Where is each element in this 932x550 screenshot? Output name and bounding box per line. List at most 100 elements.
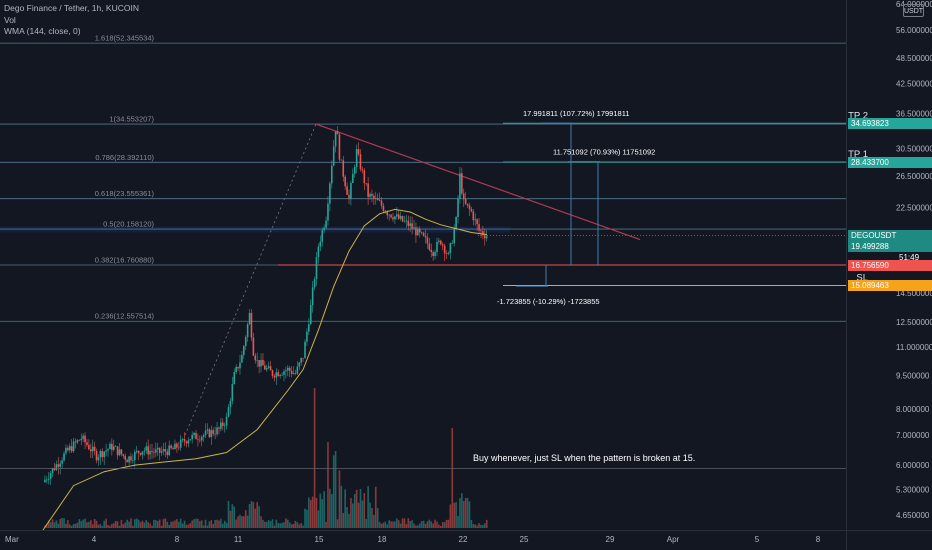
symbol-name: DEGOUSDT <box>851 230 897 240</box>
tp2-label: TP 2 <box>848 110 868 121</box>
candle-body <box>206 429 209 431</box>
candle-body <box>179 439 182 448</box>
candle-body <box>185 441 188 444</box>
candle-body <box>428 243 431 250</box>
candle-body <box>317 246 320 258</box>
volume-bar <box>210 520 213 528</box>
volume-bar <box>397 520 400 528</box>
candle-body <box>424 235 427 238</box>
price-range-measurements[interactable]: 17.991811 (107.72%) 17991811 11.751092 (7… <box>0 109 846 469</box>
fib-level-label: 0.786(28.392110) <box>95 153 154 162</box>
candle-body <box>462 193 465 200</box>
candle-body <box>128 456 130 463</box>
candle-body <box>124 455 127 460</box>
volume-bar <box>394 521 396 528</box>
candle-body <box>411 223 413 229</box>
volume-bar <box>229 510 232 528</box>
candle-body <box>453 229 455 244</box>
volume-bar <box>430 521 433 528</box>
volume-bar <box>82 519 84 528</box>
candle-body <box>394 216 396 220</box>
descending-trendline[interactable] <box>184 123 641 436</box>
tp1-label: TP 1 <box>848 149 868 160</box>
volume-bar <box>294 520 297 528</box>
candle-body <box>420 232 423 233</box>
stop-loss-price-tag[interactable]: 15.089463 <box>848 279 932 291</box>
tp2-price-tag[interactable]: 34.693823 <box>848 117 932 129</box>
volume-bar <box>70 525 73 528</box>
candle-body <box>126 459 128 463</box>
volume-bar <box>340 485 343 528</box>
candle-body <box>298 362 301 367</box>
candle-body <box>478 224 480 231</box>
candle-body <box>443 245 446 254</box>
volume-bar <box>99 524 102 528</box>
last-price-tag[interactable]: DEGOUSDT 19.499288 51:49 <box>848 229 932 262</box>
price-tick-label: 7.000000 <box>896 431 930 440</box>
candle-body <box>401 216 404 222</box>
tp1-price-tag[interactable]: 28.433700 <box>848 156 932 168</box>
candle-body <box>225 416 228 426</box>
volume-bar <box>313 388 316 528</box>
candle-body <box>135 450 138 452</box>
volume-bar <box>193 519 195 528</box>
candle-body <box>111 443 113 450</box>
volume-bar <box>451 428 454 528</box>
time-tick-label: 18 <box>378 535 387 544</box>
volume-bar <box>480 524 482 528</box>
candle-body <box>306 331 308 342</box>
candle-body <box>367 183 369 197</box>
volume-bar <box>438 524 440 528</box>
volume-bar <box>390 521 392 528</box>
time-axis[interactable]: Mar 4 8 11 15 18 22 25 29 Apr 5 8 <box>5 535 821 544</box>
candle-body <box>101 451 104 458</box>
candle-body <box>319 241 322 247</box>
volume-bar <box>315 497 318 528</box>
volume-bar <box>63 518 65 528</box>
volume-legend[interactable]: Vol <box>4 15 16 25</box>
price-tick-label: 6.000000 <box>896 461 930 470</box>
volume-bar <box>281 522 283 528</box>
measure-label: 11.751092 (70.93%) 11751092 <box>553 148 655 157</box>
volume-bar <box>145 519 148 528</box>
currency-badge[interactable]: USDT <box>903 4 924 17</box>
support-price-tag[interactable]: 16.756590 <box>848 259 932 271</box>
candle-body <box>147 446 149 455</box>
volume-bar <box>151 525 153 528</box>
volume-bar <box>287 519 289 528</box>
volume-bar <box>221 523 224 528</box>
candle-body <box>95 450 98 461</box>
candle-body <box>417 228 419 236</box>
volume-bar <box>424 523 427 528</box>
volume-bar <box>399 523 402 528</box>
candle-body <box>283 371 285 375</box>
volume-bar <box>300 522 302 528</box>
candle-body <box>122 454 125 456</box>
candle-body <box>365 183 368 184</box>
candle-body <box>457 198 459 218</box>
candle-body <box>244 337 247 347</box>
candle-body <box>476 219 478 225</box>
volume-bar <box>233 506 236 528</box>
fibonacci-retracement[interactable]: 1.618(52.345534) 1(34.553207) 0.786(28.392… <box>0 34 868 322</box>
volume-bar <box>464 497 467 528</box>
volume-bar <box>49 522 52 528</box>
wma-legend[interactable]: WMA (144, close, 0) <box>4 26 81 36</box>
candle-body <box>93 446 96 451</box>
note-text: Buy whenever, just SL when the pattern i… <box>473 453 695 463</box>
volume-bar <box>428 519 431 528</box>
candle-body <box>168 445 171 456</box>
volume-bar <box>147 522 149 528</box>
candle-body <box>51 468 54 474</box>
volume-bar <box>308 497 310 528</box>
volume-bar <box>449 504 452 528</box>
volume-bar <box>376 508 379 528</box>
symbol-title[interactable]: Dego Finance / Tether, 1h, KUCOIN <box>4 3 139 13</box>
price-tick-label: 5.300000 <box>896 485 930 494</box>
volume-bar <box>485 519 488 528</box>
candle-body <box>292 372 295 374</box>
volume-bar <box>246 515 249 528</box>
volume-bar <box>384 521 387 528</box>
